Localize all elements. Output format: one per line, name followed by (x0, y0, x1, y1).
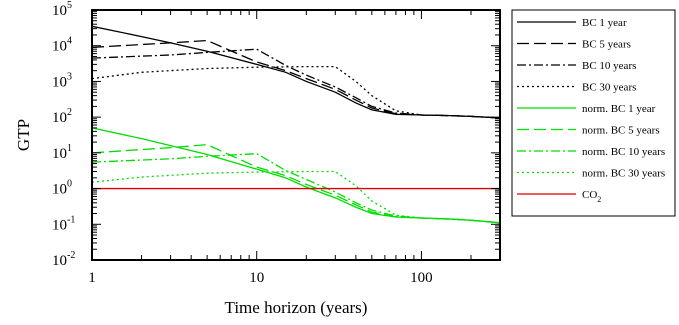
legend: BC 1 year BC 5 years BC 10 years BC 30 year… (511, 9, 676, 217)
y-tick-label: 100 (52, 179, 72, 198)
x-tick-label: 100 (410, 270, 433, 286)
y-tick-label: 10-2 (52, 250, 75, 269)
series-layer (92, 25, 500, 224)
legend-label-1: BC 1 year (582, 17, 627, 29)
x-tick-label: 10 (249, 270, 264, 286)
legend-label-7: norm. BC 10 years (582, 146, 665, 158)
x-tick-label: 1 (88, 270, 96, 286)
y-tick-label: 102 (52, 107, 72, 126)
legend-label-2: BC 5 years (582, 39, 631, 51)
series-line-3 (92, 48, 500, 119)
y-tick-label: 105 (52, 0, 72, 19)
y-axis-title: GTP (14, 119, 33, 151)
y-tick-label: 104 (52, 36, 72, 55)
y-tick-label: 103 (52, 71, 72, 90)
x-axis-title: Time horizon (years) (225, 298, 368, 317)
y-tick-label: 10-1 (52, 214, 75, 233)
legend-label-3: BC 10 years (582, 60, 636, 72)
legend-label-4: BC 30 years (582, 82, 636, 94)
series-line-7 (92, 152, 500, 224)
series-line-2 (92, 39, 500, 119)
legend-label-6: norm. BC 5 years (582, 125, 660, 137)
legend-label-9: CO2 (582, 189, 601, 204)
series-line-8 (92, 170, 500, 224)
series-line-6 (92, 143, 500, 224)
plot-frame (91, 9, 501, 261)
y-tick-label: 101 (52, 143, 72, 162)
legend-label-8: norm. BC 30 years (582, 168, 665, 180)
legend-label-5: norm. BC 1 year (582, 103, 656, 115)
labels-layer: 1 10 100 105 104 103 102 101 100 10-1 10-2 (52, 0, 433, 286)
ticks-layer (91, 9, 501, 261)
legend-frame (511, 9, 676, 217)
series-line-4 (92, 65, 500, 119)
